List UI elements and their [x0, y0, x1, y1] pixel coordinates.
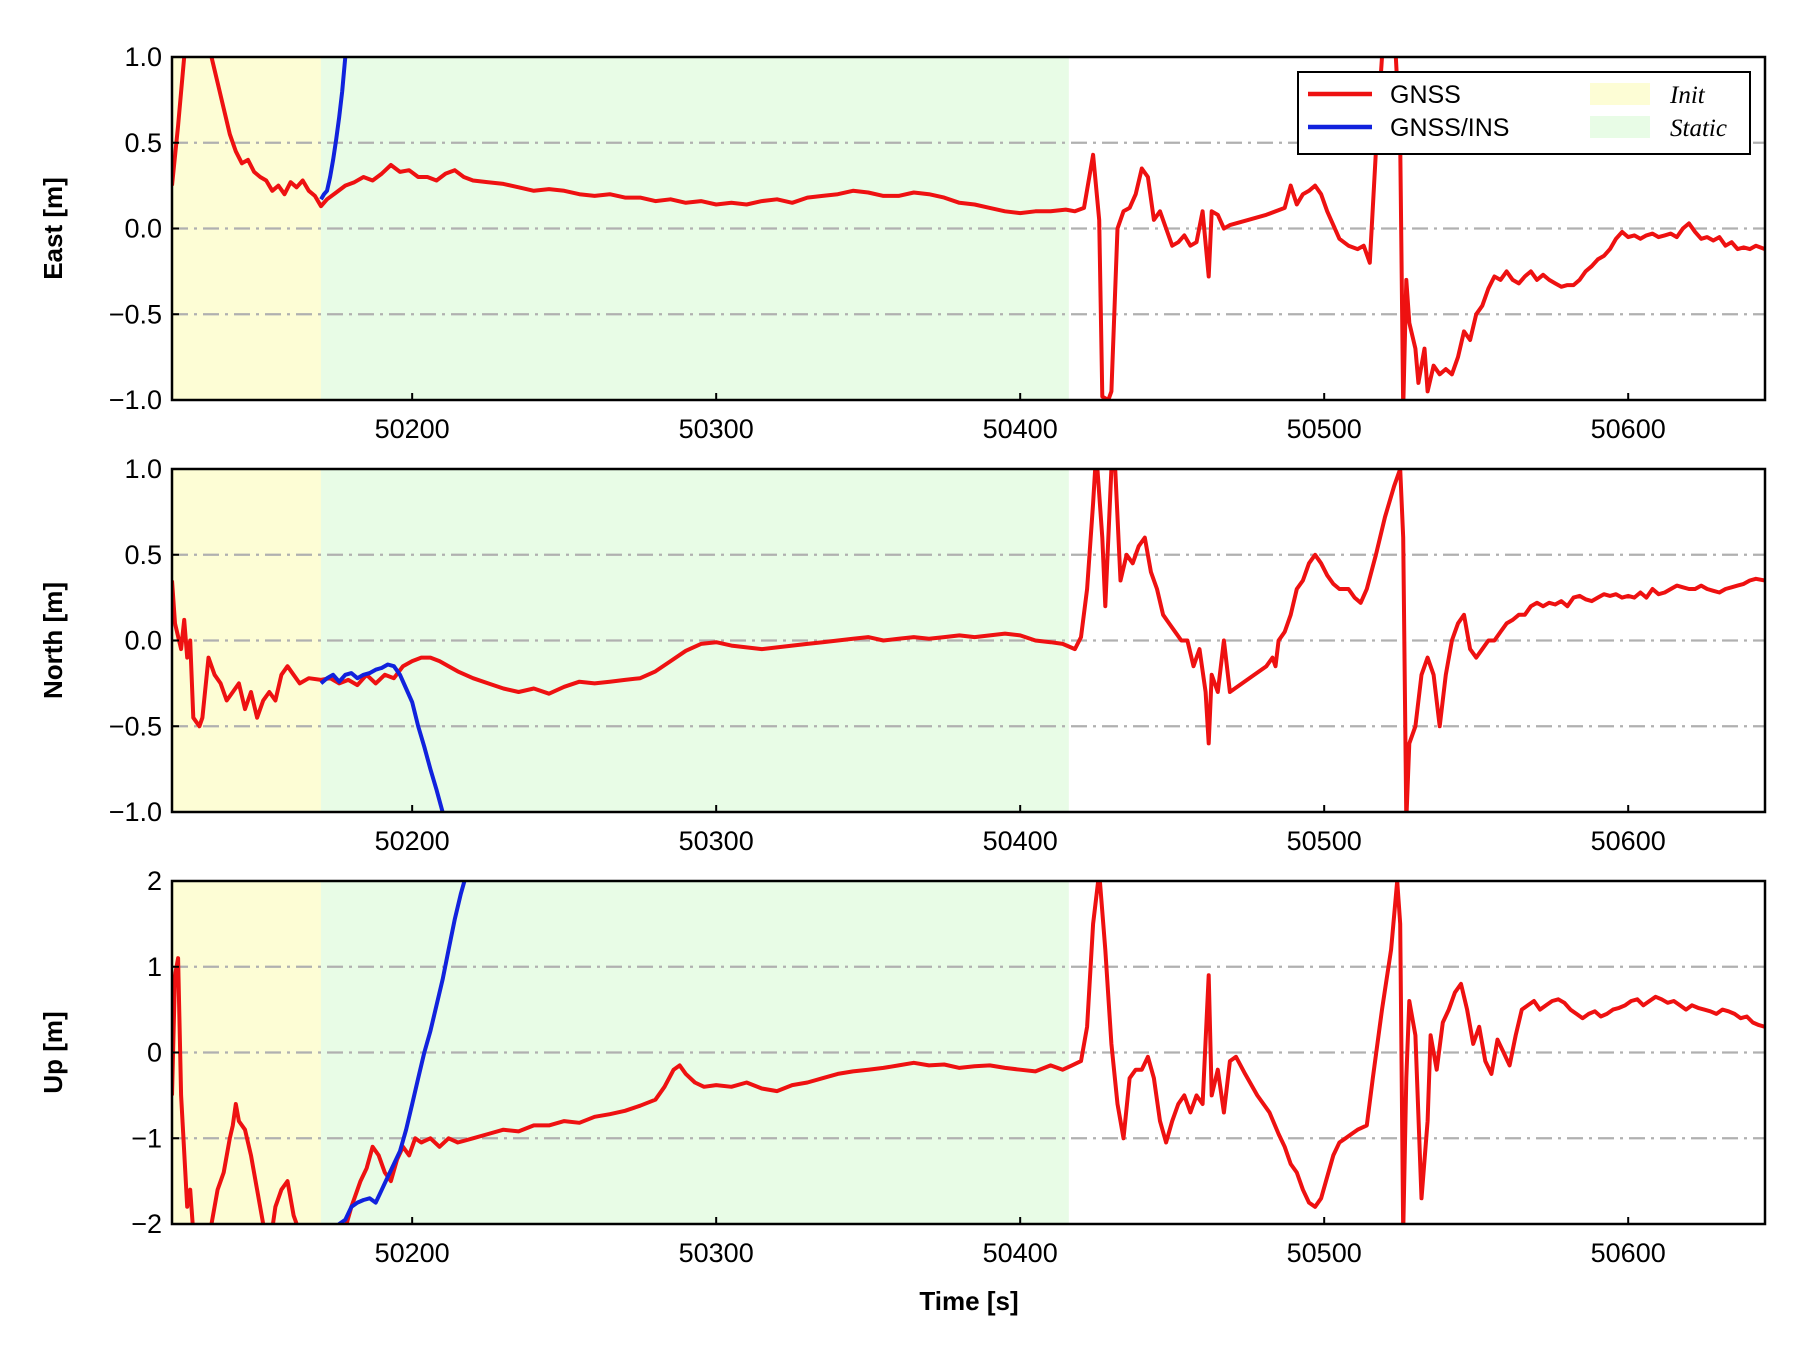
series-group [172, 469, 1765, 812]
legend-label: Static [1670, 115, 1727, 142]
x-axis-label: Time [s] [919, 1286, 1018, 1316]
region-static [320, 469, 1069, 812]
y-tick-label: 2 [147, 866, 162, 896]
y-tick-label: 0.0 [124, 214, 162, 244]
y-tick-label: −0.5 [109, 711, 162, 741]
x-tick-label: 50200 [375, 826, 450, 856]
x-tick-label: 50600 [1591, 1238, 1666, 1268]
y-axis-label: North [m] [38, 582, 68, 699]
panel-east: −1.0 −0.5 0.0 0.5 1.0 50200 50300 50400 50500 506… [38, 42, 1767, 444]
x-tick-label: 50300 [679, 1238, 754, 1268]
y-tick-label: 1.0 [124, 42, 162, 72]
x-tick-label: 50300 [679, 826, 754, 856]
series-line-gnss [172, 469, 1765, 812]
y-tick-label: −1 [131, 1123, 162, 1153]
x-tick-label: 50600 [1591, 414, 1666, 444]
legend: GNSS GNSS/INS Init Static [1297, 71, 1751, 155]
y-axis-label: Up [m] [38, 1011, 68, 1093]
legend-swatch-static [1590, 116, 1650, 138]
series-line-gnss [172, 881, 1765, 1224]
x-tick-label: 50200 [375, 1238, 450, 1268]
panel-up: −2 −1 0 1 2 50200 50300 50400 50500 50600 Up [m] [38, 866, 1767, 1268]
legend-frame [1297, 71, 1751, 155]
y-tick-label: −1.0 [109, 797, 162, 827]
series-line-gnss-ins [336, 881, 467, 1224]
x-tick-label: 50400 [983, 826, 1058, 856]
series-line-gnss [172, 57, 1765, 400]
series-group [172, 881, 1765, 1224]
y-tick-label: −1.0 [109, 385, 162, 415]
series-line-gnss-ins [319, 57, 348, 201]
x-tick-label: 50400 [983, 414, 1058, 444]
series-group [172, 57, 1765, 400]
y-tick-label: 0.5 [124, 540, 162, 570]
legend-label: GNSS/INS [1390, 114, 1509, 142]
x-tick-label: 50400 [983, 1238, 1058, 1268]
y-tick-label: 1 [147, 952, 162, 982]
y-tick-label: 0.5 [124, 128, 162, 158]
x-tick-label: 50300 [679, 414, 754, 444]
x-tick-label: 50200 [375, 414, 450, 444]
legend-label: Init [1669, 82, 1706, 109]
x-tick-label: 50600 [1591, 826, 1666, 856]
panel-north: −1.0 −0.5 0.0 0.5 1.0 50200 50300 50400 50500 506… [38, 454, 1767, 856]
legend-label: GNSS [1390, 81, 1461, 109]
y-tick-label: 0.0 [124, 626, 162, 656]
y-tick-label: −0.5 [109, 299, 162, 329]
y-tick-label: 1.0 [124, 454, 162, 484]
x-tick-label: 50500 [1287, 414, 1362, 444]
series-line-gnss-ins [319, 662, 445, 812]
x-tick-label: 50500 [1287, 826, 1362, 856]
legend-swatch-init [1590, 83, 1650, 105]
y-tick-label: −2 [131, 1209, 162, 1239]
x-tick-label: 50500 [1287, 1238, 1362, 1268]
region-static [320, 57, 1069, 400]
y-axis-label: East [m] [38, 177, 68, 280]
region-static [320, 881, 1069, 1224]
y-tick-label: 0 [147, 1038, 162, 1068]
